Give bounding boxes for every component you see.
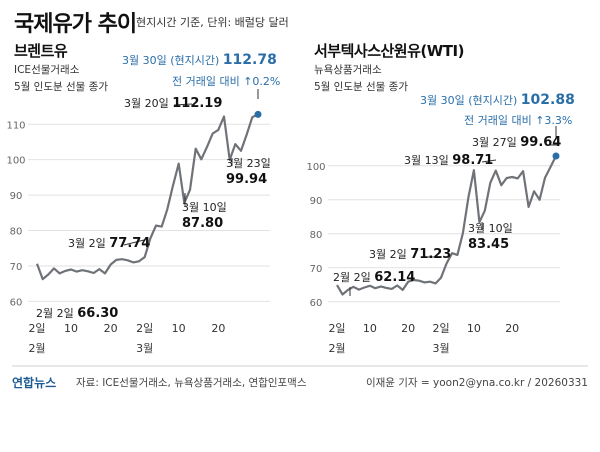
wti-series-line bbox=[336, 155, 557, 296]
brent-annotation-date: 3월 23일 bbox=[226, 156, 271, 170]
brent-latest-value: 112.78 bbox=[222, 52, 277, 68]
brent-annotation-date: 3월 10일 bbox=[182, 200, 227, 214]
brent-annotation-date: 3월 20일 bbox=[124, 96, 172, 110]
page-title: 국제유가 추이 bbox=[14, 12, 137, 37]
wti-latest-date: 3월 30일 (현지시간) bbox=[420, 94, 518, 107]
brent-annotation-value: 99.94 bbox=[226, 172, 267, 187]
brent-x-tick-label: 10 bbox=[172, 322, 186, 335]
wti-annotation-value: 62.14 bbox=[374, 270, 415, 285]
footer-credit: 이재윤 기자 = yoon2@yna.co.kr / 20260331 bbox=[365, 377, 588, 389]
brent-latest-date: 3월 30일 (현지시간) bbox=[122, 54, 220, 67]
brent-latest-change: 전 거래일 대비 ↑0.2% bbox=[172, 75, 281, 88]
wti-annotation-value: 99.64 bbox=[520, 135, 561, 150]
brent-annotation-label: 3월 2일 77.74 bbox=[68, 236, 150, 251]
brent-x-tick-month: 2월 bbox=[28, 342, 45, 355]
wti-chart-title: 서부텍사스산원유(WTI) bbox=[314, 42, 464, 60]
wti-source: 뉴욕상품거래소 bbox=[314, 64, 382, 76]
wti-latest-point bbox=[552, 152, 560, 160]
brent-annotation-value: 112.19 bbox=[172, 96, 222, 111]
wti-x-tick-label: 20 bbox=[401, 322, 415, 335]
brent-y-tick-label: 80 bbox=[10, 227, 23, 238]
brent-annotation-value: 87.80 bbox=[182, 216, 223, 231]
brent-x-tick-month: 3월 bbox=[136, 342, 153, 355]
yonhap-logo: 연합뉴스 bbox=[12, 376, 57, 390]
wti-annotation-arrow bbox=[481, 159, 497, 163]
wti-x-tick-label: 20 bbox=[505, 322, 519, 335]
brent-source: ICE선물거래소 bbox=[14, 64, 80, 76]
brent-y-tick-label: 100 bbox=[6, 156, 25, 167]
wti-latest-value: 102.88 bbox=[520, 92, 575, 108]
wti-latest-label: 3월 30일 (현지시간) 102.88 bbox=[420, 92, 575, 108]
wti-y-tick-label: 80 bbox=[310, 230, 323, 241]
brent-y-tick-label: 70 bbox=[10, 262, 23, 273]
brent-annotation-label: 3월 20일 112.19 bbox=[124, 96, 222, 111]
wti-annotation-value: 98.71 bbox=[452, 153, 493, 168]
brent-latest-label: 3월 30일 (현지시간) 112.78 bbox=[122, 52, 277, 68]
brent-annotation-value: 77.74 bbox=[109, 236, 150, 251]
brent-y-tick-label: 60 bbox=[10, 297, 23, 308]
brent-annotation-arrow bbox=[173, 103, 193, 106]
page-subtitle: 현지시간 기준, 단위: 배럴당 달러 bbox=[136, 16, 289, 29]
brent-latest-point bbox=[254, 110, 262, 118]
wti-annotation-date: 2월 2일 bbox=[333, 270, 374, 284]
wti-x-tick-month: 2월 bbox=[328, 342, 345, 355]
wti-y-tick-label: 70 bbox=[310, 264, 323, 275]
wti-y-tick-label: 100 bbox=[306, 162, 325, 173]
wti-x-tick-label: 2일 bbox=[432, 321, 449, 335]
wti-note: 5월 인도분 선물 종가 bbox=[314, 81, 408, 93]
brent-note: 5월 인도분 선물 종가 bbox=[14, 81, 108, 93]
wti-latest-change: 전 거래일 대비 ↑3.3% bbox=[464, 114, 573, 127]
footer-sources: 자료: ICE선물거래소, 뉴욕상품거래소, 연합인포맥스 bbox=[76, 377, 307, 389]
wti-annotation-date: 3월 27일 bbox=[472, 135, 520, 149]
wti-x-tick-label: 2일 bbox=[328, 321, 345, 335]
brent-annotation-label: 2월 2일 66.30 bbox=[36, 306, 118, 321]
wti-annotation-date: 3월 10일 bbox=[468, 221, 513, 235]
wti-x-tick-month: 3월 bbox=[432, 342, 449, 355]
brent-annotation-date: 3월 2일 bbox=[68, 236, 109, 250]
wti-annotation-label: 3월 2일 71.23 bbox=[369, 247, 451, 262]
brent-y-tick-label: 110 bbox=[6, 120, 25, 131]
wti-annotation-label: 2월 2일 62.14 bbox=[333, 270, 415, 285]
wti-annotation-label: 3월 27일 99.64 bbox=[472, 135, 561, 150]
wti-y-tick-label: 90 bbox=[310, 196, 323, 207]
brent-x-tick-label: 20 bbox=[211, 322, 225, 335]
wti-annotation-value: 83.45 bbox=[468, 237, 509, 252]
wti-annotation-label: 3월 13일 98.71 bbox=[404, 153, 493, 168]
brent-y-tick-label: 90 bbox=[10, 191, 23, 202]
brent-x-tick-label: 2일 bbox=[136, 321, 153, 335]
brent-x-tick-label: 10 bbox=[64, 322, 78, 335]
brent-annotation-value: 66.30 bbox=[77, 306, 118, 321]
brent-chart-title: 브렌트유 bbox=[14, 42, 68, 60]
wti-annotation-date: 3월 2일 bbox=[369, 247, 410, 261]
wti-x-tick-label: 10 bbox=[363, 322, 377, 335]
brent-series-line bbox=[35, 113, 259, 281]
brent-x-tick-label: 2일 bbox=[28, 321, 45, 335]
wti-annotation-value: 71.23 bbox=[410, 247, 451, 262]
wti-x-tick-label: 10 bbox=[467, 322, 481, 335]
brent-x-tick-label: 20 bbox=[104, 322, 118, 335]
brent-annotation-arrow bbox=[123, 239, 145, 246]
wti-annotation-date: 3월 13일 bbox=[404, 153, 452, 167]
brent-annotation-date: 2월 2일 bbox=[36, 306, 77, 320]
wti-y-tick-label: 60 bbox=[310, 298, 323, 309]
